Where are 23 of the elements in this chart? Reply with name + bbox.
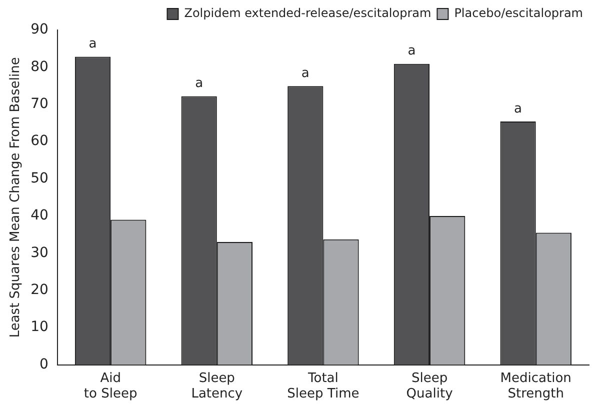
x-tick-label: Aid to Sleep bbox=[84, 370, 138, 402]
legend-label: Placebo/escitalopram bbox=[454, 6, 584, 20]
y-tick-label: 60 bbox=[30, 133, 48, 150]
annotation: a bbox=[514, 101, 522, 116]
x-tick-label: Sleep Latency bbox=[191, 370, 243, 402]
x-tick-label: Medication Strength bbox=[500, 370, 572, 402]
y-tick-label: 20 bbox=[30, 282, 48, 298]
annotation: a bbox=[195, 76, 204, 92]
annotation: a bbox=[88, 36, 97, 52]
y-tick-label: 30 bbox=[30, 244, 48, 261]
y-tick-label: 80 bbox=[30, 58, 48, 75]
y-axis-title: Least Squares Mean Change From Baseline bbox=[8, 57, 24, 338]
y-tick-label: 70 bbox=[30, 96, 48, 112]
legend-label: Zolpidem extended-release/escitalopram bbox=[184, 6, 432, 20]
y-tick-label: 90 bbox=[30, 22, 48, 38]
x-tick-label: Total Sleep Time bbox=[287, 370, 360, 402]
annotation: a bbox=[301, 66, 310, 82]
annotation: a bbox=[408, 44, 416, 59]
y-tick-label: 40 bbox=[30, 208, 48, 224]
y-tick-label: 50 bbox=[30, 170, 48, 186]
x-tick-label: Sleep Quality bbox=[406, 370, 454, 402]
y-tick-label: 10 bbox=[30, 319, 48, 336]
y-tick-label: 0 bbox=[39, 356, 48, 372]
